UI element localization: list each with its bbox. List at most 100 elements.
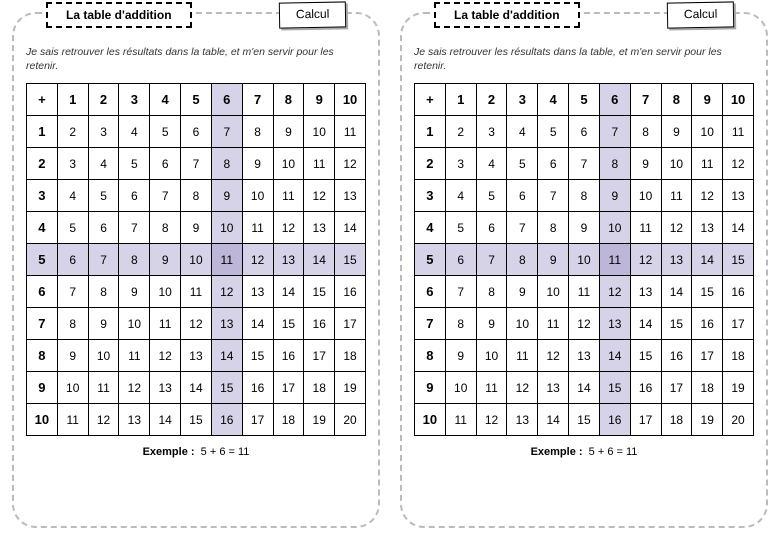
row-header: 8 xyxy=(27,340,58,372)
cell: 4 xyxy=(119,116,150,148)
cell: 20 xyxy=(335,404,366,436)
cell: 8 xyxy=(88,276,119,308)
cell: 8 xyxy=(599,148,630,180)
cell: 15 xyxy=(599,372,630,404)
corner-cell: + xyxy=(27,84,58,116)
cell: 3 xyxy=(57,148,88,180)
cell: 9 xyxy=(88,308,119,340)
cell: 12 xyxy=(150,340,181,372)
cell: 12 xyxy=(119,372,150,404)
cell: 9 xyxy=(150,244,181,276)
cell: 9 xyxy=(119,276,150,308)
cell: 3 xyxy=(88,116,119,148)
cell: 14 xyxy=(569,372,600,404)
cell: 14 xyxy=(630,308,661,340)
example-value: 5 + 6 = 11 xyxy=(201,446,250,458)
cell: 16 xyxy=(630,372,661,404)
cell: 7 xyxy=(119,212,150,244)
cell: 8 xyxy=(211,148,242,180)
cell: 15 xyxy=(569,404,600,436)
cell: 10 xyxy=(211,212,242,244)
cell: 10 xyxy=(476,340,507,372)
category-badge: Calcul xyxy=(278,1,346,28)
cell: 13 xyxy=(569,340,600,372)
cell: 12 xyxy=(88,404,119,436)
cell: 15 xyxy=(692,276,723,308)
col-header: 9 xyxy=(304,84,335,116)
col-header: 1 xyxy=(445,84,476,116)
cell: 11 xyxy=(569,276,600,308)
header-row: La table d'addition Calcul xyxy=(14,2,378,28)
cell: 13 xyxy=(599,308,630,340)
cell: 19 xyxy=(692,404,723,436)
cell: 14 xyxy=(211,340,242,372)
row-header: 5 xyxy=(415,244,446,276)
cell: 14 xyxy=(692,244,723,276)
col-header: 9 xyxy=(692,84,723,116)
cell: 9 xyxy=(476,308,507,340)
example-value: 5 + 6 = 11 xyxy=(589,446,638,458)
cell: 15 xyxy=(335,244,366,276)
cell: 16 xyxy=(273,340,304,372)
cell: 13 xyxy=(181,340,212,372)
cell: 12 xyxy=(507,372,538,404)
cell: 13 xyxy=(630,276,661,308)
cell: 12 xyxy=(181,308,212,340)
cell: 19 xyxy=(335,372,366,404)
col-header: 8 xyxy=(273,84,304,116)
worksheet-panel-right: La table d'addition Calcul Je sais retro… xyxy=(400,12,768,528)
cell: 6 xyxy=(119,180,150,212)
cell: 8 xyxy=(150,212,181,244)
cell: 10 xyxy=(88,340,119,372)
row-header: 9 xyxy=(415,372,446,404)
cell: 11 xyxy=(242,212,273,244)
worksheet-panel-left: La table d'addition Calcul Je sais retro… xyxy=(12,12,380,528)
col-header: 1 xyxy=(57,84,88,116)
cell: 6 xyxy=(538,148,569,180)
cell: 12 xyxy=(335,148,366,180)
cell: 11 xyxy=(119,340,150,372)
cell: 9 xyxy=(242,148,273,180)
cell: 18 xyxy=(692,372,723,404)
cell: 14 xyxy=(335,212,366,244)
cell: 8 xyxy=(181,180,212,212)
addition-table: +123456789101234567891011234567891011123… xyxy=(26,83,366,436)
cell: 5 xyxy=(119,148,150,180)
cell: 10 xyxy=(507,308,538,340)
col-header: 3 xyxy=(119,84,150,116)
cell: 17 xyxy=(661,372,692,404)
cell: 7 xyxy=(569,148,600,180)
cell: 10 xyxy=(242,180,273,212)
example-label: Exemple : xyxy=(143,446,195,458)
cell: 6 xyxy=(507,180,538,212)
cell: 7 xyxy=(476,244,507,276)
cell: 12 xyxy=(661,212,692,244)
col-header: 3 xyxy=(507,84,538,116)
row-header: 3 xyxy=(27,180,58,212)
cell: 16 xyxy=(723,276,754,308)
cell: 12 xyxy=(273,212,304,244)
example-line: Exemple : 5 + 6 = 11 xyxy=(26,446,366,458)
cell: 11 xyxy=(630,212,661,244)
cell: 4 xyxy=(507,116,538,148)
cell: 17 xyxy=(630,404,661,436)
cell: 10 xyxy=(150,276,181,308)
cell: 16 xyxy=(599,404,630,436)
cell: 11 xyxy=(335,116,366,148)
cell: 9 xyxy=(661,116,692,148)
cell: 18 xyxy=(335,340,366,372)
col-header: 4 xyxy=(150,84,181,116)
row-header: 3 xyxy=(415,180,446,212)
cell: 14 xyxy=(242,308,273,340)
cell: 6 xyxy=(57,244,88,276)
cell: 11 xyxy=(304,148,335,180)
col-header: 5 xyxy=(569,84,600,116)
cell: 9 xyxy=(273,116,304,148)
cell: 7 xyxy=(445,276,476,308)
cell: 13 xyxy=(661,244,692,276)
cell: 13 xyxy=(242,276,273,308)
cell: 15 xyxy=(630,340,661,372)
cell: 15 xyxy=(181,404,212,436)
cell: 4 xyxy=(88,148,119,180)
cell: 5 xyxy=(507,148,538,180)
